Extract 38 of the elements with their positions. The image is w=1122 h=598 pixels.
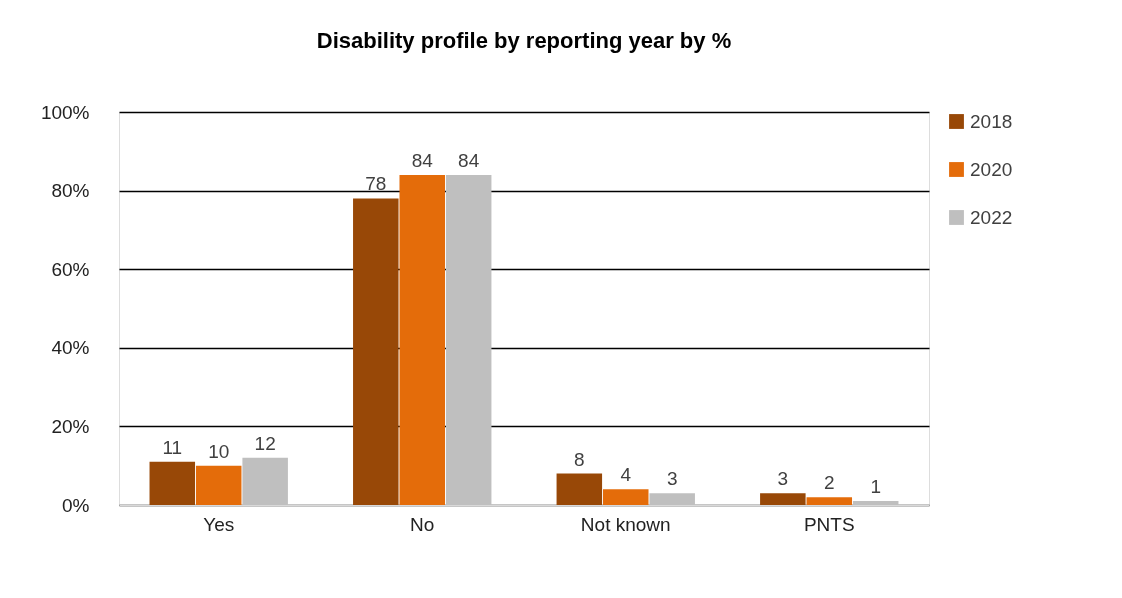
data-label: 4 [620,464,632,486]
bar [806,497,853,505]
bar [195,465,242,505]
data-label: 12 [254,432,276,454]
data-label: 3 [777,468,789,490]
y-tick-label: 40% [51,337,90,359]
x-tick-label: Not known [580,513,671,535]
x-tick-label: Yes [203,513,235,535]
legend-label: 2018 [970,110,1013,132]
data-label: 8 [574,448,585,470]
bar [242,457,288,505]
bar [760,493,806,505]
x-tick-label: PNTS [803,513,855,535]
chart-title: Disability profile by reporting year by % [316,28,732,53]
bar [149,461,196,505]
data-label: 2 [823,472,835,494]
data-label: 84 [458,149,480,171]
bar [353,198,399,505]
data-label: 11 [162,436,183,458]
data-label: 10 [208,440,230,462]
y-tick-label: 20% [51,415,90,437]
y-tick-label: 60% [51,258,90,280]
bar [649,493,695,505]
bar [852,501,899,505]
legend-label: 2022 [970,206,1013,228]
y-tick-label: 100% [40,101,90,123]
data-label: 3 [666,468,678,490]
bar [556,473,603,505]
y-tick-label: 80% [51,180,90,202]
legend-label: 2020 [970,158,1013,180]
bar [399,174,445,505]
bar [603,489,649,505]
data-label: 84 [411,149,434,171]
data-label: 78 [365,173,387,195]
data-label: 1 [870,476,882,498]
bar [445,174,492,505]
y-tick-label: 0% [62,494,90,516]
x-tick-label: No [410,513,435,535]
